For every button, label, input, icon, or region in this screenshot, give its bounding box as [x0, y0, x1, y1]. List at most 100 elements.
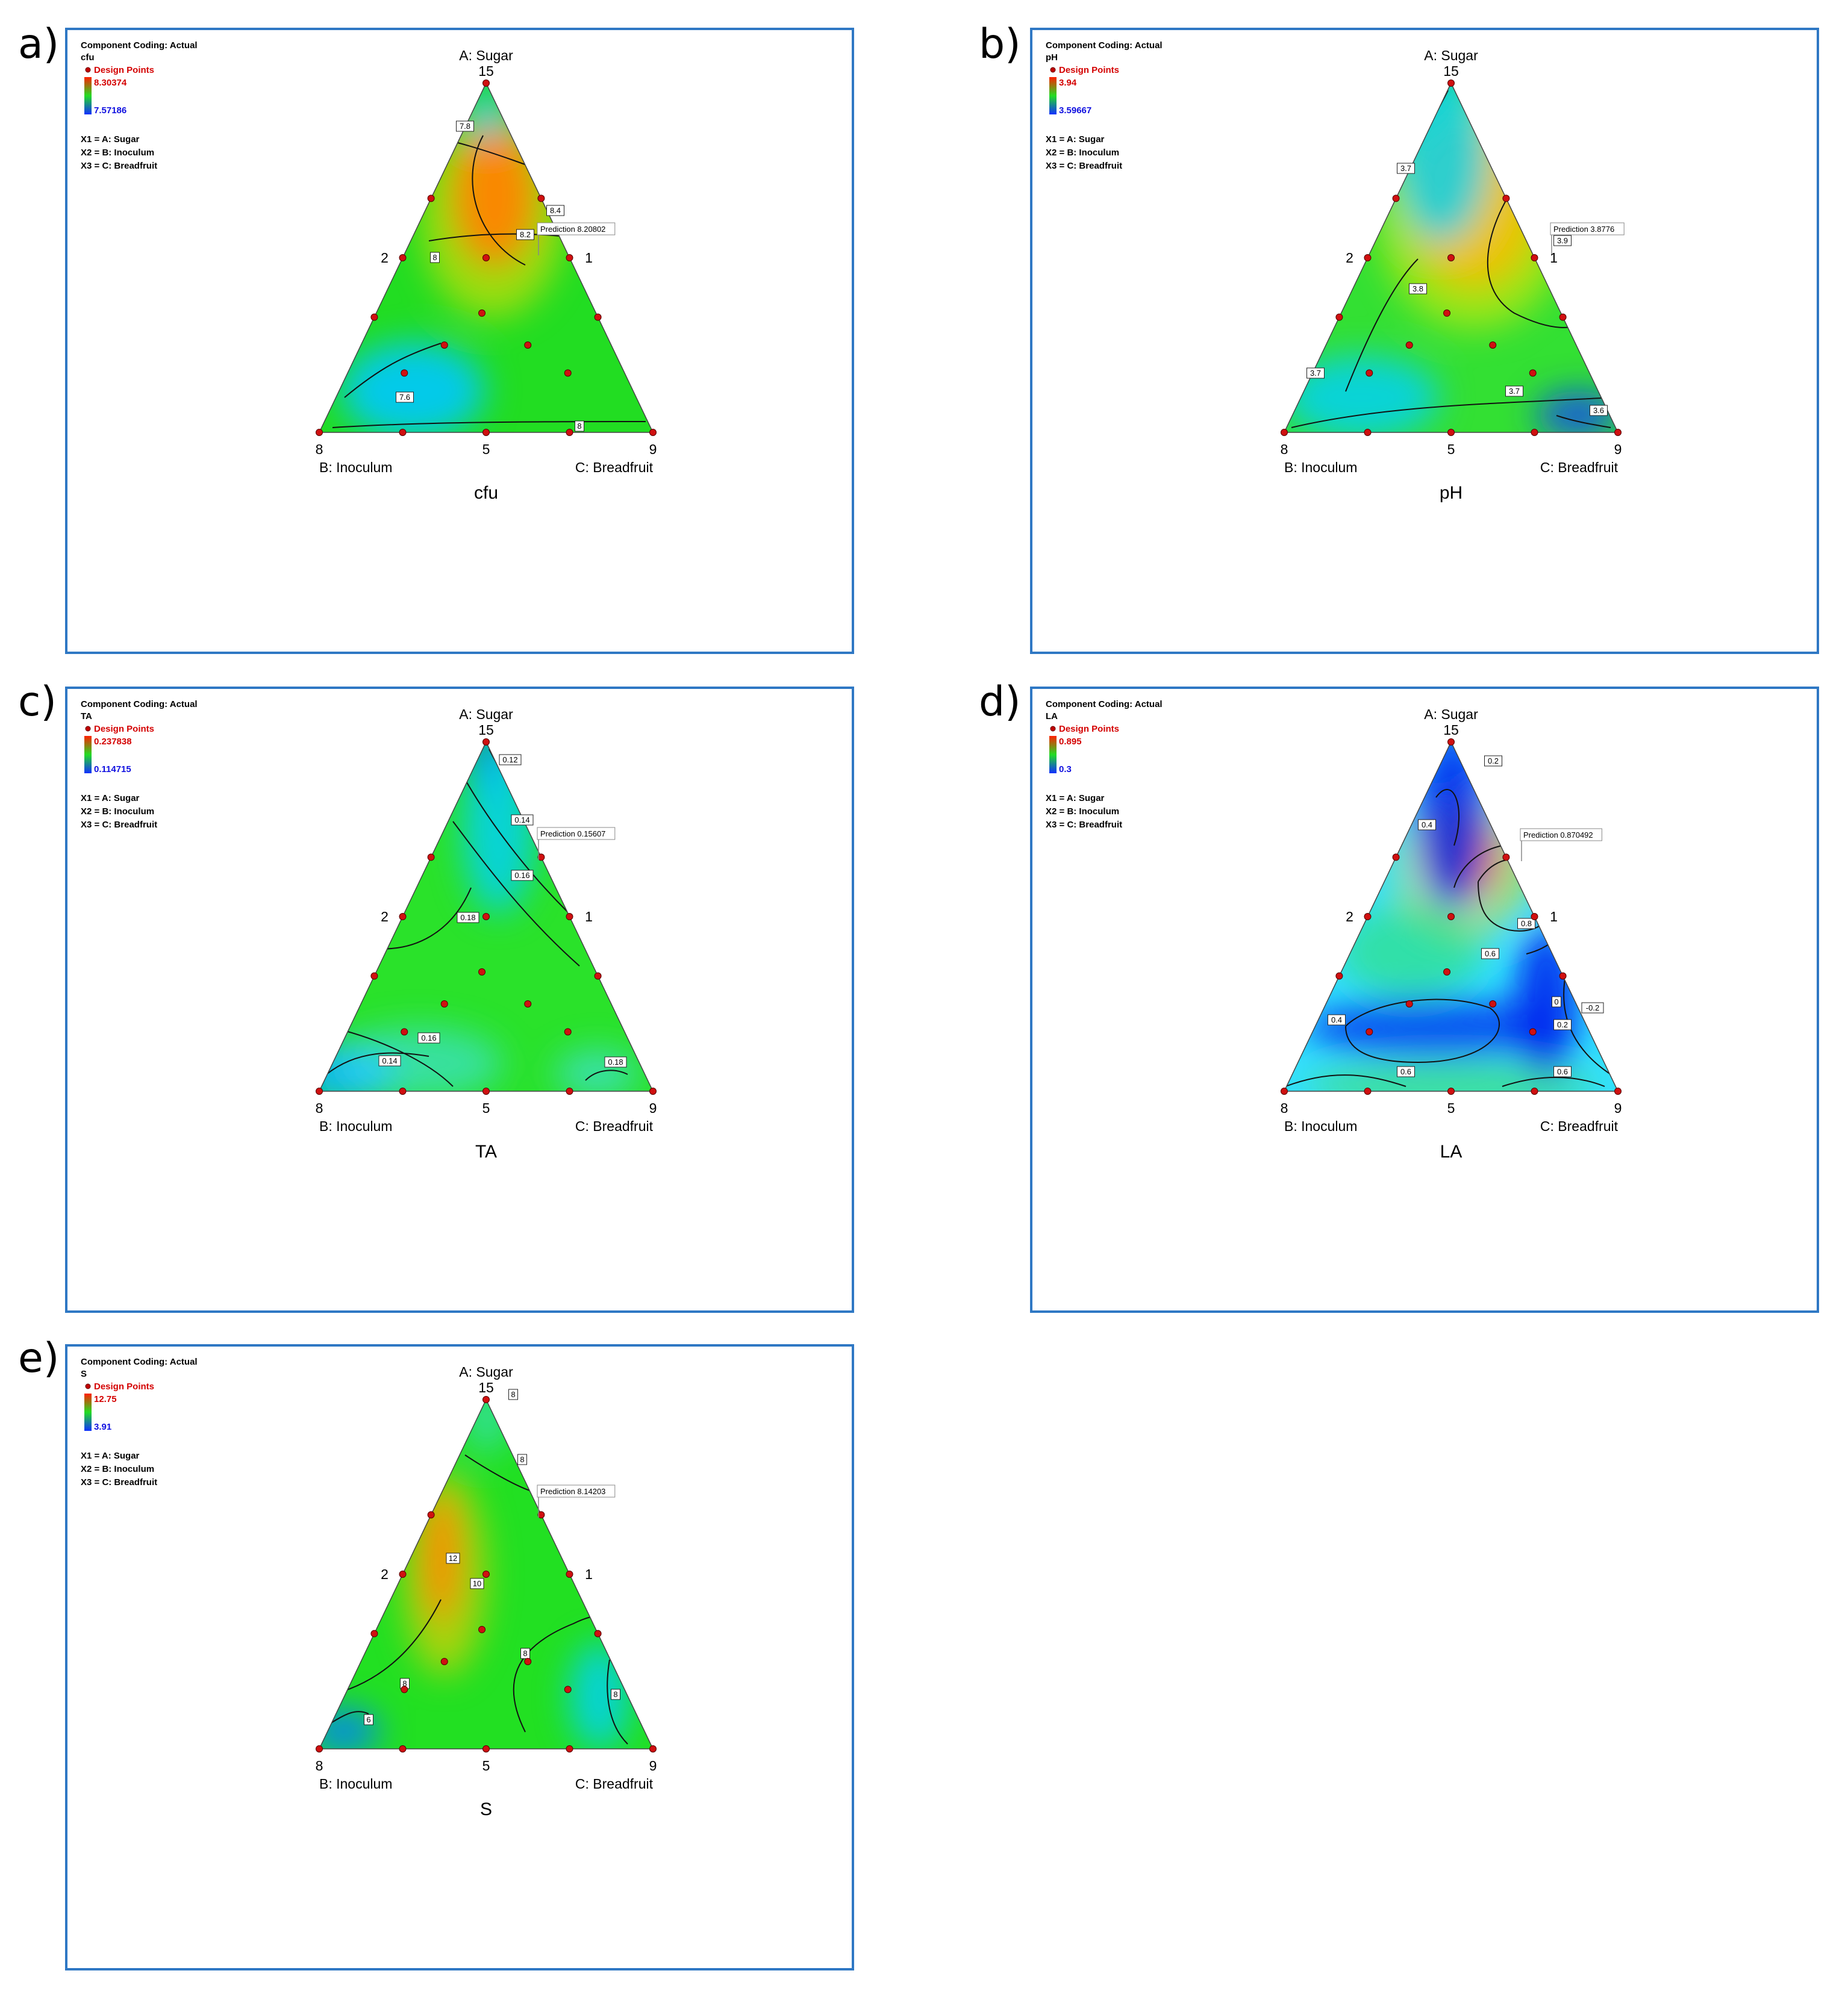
response-surface: [319, 1400, 653, 1749]
contour-label-text-3: 8: [432, 253, 437, 262]
design-point-14: [566, 1745, 573, 1752]
contour-label-text-7: -0.2: [1586, 1003, 1599, 1012]
design-point-16: [1529, 1028, 1537, 1036]
left-edge-mid-value: 2: [381, 250, 389, 266]
right-component-label: C: Breadfruit: [575, 1776, 654, 1792]
contour-label-0: 0.12: [499, 754, 522, 765]
base-mid-value: 5: [1447, 1100, 1455, 1116]
contour-label-2: 3.8: [1409, 283, 1427, 294]
right-vertex-value: 9: [1614, 1100, 1622, 1116]
design-point-9: [594, 972, 602, 980]
contour-label-text-2: 3.8: [1413, 284, 1423, 293]
response-name: S: [81, 1369, 87, 1379]
contour-label-text-6: 0.18: [608, 1058, 623, 1067]
contour-label-3: 8: [430, 252, 440, 263]
design-point-9: [594, 313, 602, 321]
prediction-flag: Prediction 8.14203: [537, 1484, 616, 1518]
prediction-flag: Prediction 3.8776: [1550, 222, 1625, 255]
component-x3-label: X3 = C: Breadfruit: [81, 820, 157, 830]
chart-panel-cfu: Component Coding: Actual cfu Design Points…: [65, 28, 854, 654]
right-edge-mid-value: 1: [585, 1566, 593, 1582]
apex-component-label: A: Sugar: [459, 706, 513, 722]
prediction-flag: Prediction 8.20802: [537, 222, 616, 255]
contour-label-4: 3.7: [1505, 385, 1523, 397]
contour-label-text-2: 0.8: [1521, 919, 1532, 928]
surface-region-2: [1393, 83, 1490, 243]
design-point-8: [370, 313, 378, 321]
panel-label-c: c): [18, 678, 57, 726]
component-coding-label: Component Coding: Actual: [81, 699, 198, 709]
design-point-7: [1502, 195, 1510, 202]
apex-component-label: A: Sugar: [459, 48, 513, 63]
surface-region-1: [462, 745, 535, 914]
design-point-16: [564, 1028, 572, 1036]
design-point-17: [401, 1686, 408, 1693]
chart-title: LA: [1440, 1142, 1462, 1162]
right-edge-mid-value: 1: [1550, 909, 1558, 924]
prediction-text: Prediction 8.14203: [540, 1487, 605, 1496]
design-point-4: [566, 913, 573, 920]
contour-label-2: 0.8: [1517, 918, 1535, 929]
contour-label-text-1: 3.9: [1557, 236, 1568, 245]
contour-line-6: [607, 1659, 628, 1745]
design-point-0: [482, 79, 490, 87]
right-vertex-value: 9: [649, 1100, 657, 1116]
contour-label-text-2: 0.16: [514, 871, 529, 880]
contour-label-1: 8.4: [546, 205, 564, 216]
component-x3-label: X3 = C: Breadfruit: [81, 1477, 157, 1487]
color-scale-high-value: 0.237838: [94, 737, 132, 747]
contour-line-2: [344, 343, 442, 398]
contour-label-text-0: 0.12: [502, 755, 517, 764]
contour-label-4: 7.6: [396, 391, 414, 403]
response-name: pH: [1046, 52, 1058, 63]
design-points-legend-label: Design Points: [94, 65, 154, 75]
apex-component-label: A: Sugar: [1424, 48, 1478, 63]
component-x1-label: X1 = A: Sugar: [1046, 134, 1105, 145]
contour-label-text-5: 3.6: [1593, 406, 1604, 415]
contour-label-2: 8.2: [516, 229, 534, 240]
design-point-10: [482, 254, 490, 261]
panel-label-a: a): [18, 20, 60, 68]
color-scale-low-value: 3.91: [94, 1422, 111, 1432]
contour-label-0: 8: [508, 1389, 518, 1400]
contour-label-4: 0.14: [378, 1055, 401, 1067]
contour-line-6: [1502, 1077, 1605, 1087]
contour-label-5: 3.6: [1590, 405, 1608, 416]
left-component-label: B: Inoculum: [1284, 459, 1357, 475]
contour-label-5: 0.16: [417, 1032, 440, 1044]
design-point-3: [399, 913, 407, 920]
color-scale-low-value: 3.59667: [1059, 105, 1091, 116]
chart-panel-ph: Component Coding: Actual pH Design Points 3…: [1030, 28, 1819, 654]
response-surface: [1284, 83, 1618, 432]
design-point-14: [566, 1088, 573, 1095]
design-point-1: [316, 429, 323, 436]
design-point-14: [1531, 429, 1538, 436]
design-point-2: [1614, 429, 1622, 436]
color-scale-bar: [84, 77, 92, 114]
component-coding-label: Component Coding: Actual: [1046, 40, 1163, 51]
component-coding-label: Component Coding: Actual: [81, 40, 198, 51]
contour-label-text-8: 0.6: [1400, 1067, 1411, 1076]
design-point-16: [1529, 369, 1537, 377]
apex-value: 15: [1443, 722, 1459, 738]
contour-label-8: 0.6: [1397, 1066, 1415, 1077]
contour-label-1: 8: [517, 1454, 527, 1465]
contour-label-6: 6: [364, 1714, 373, 1725]
left-vertex-value: 8: [316, 1758, 323, 1774]
prediction-text: Prediction 0.870492: [1523, 830, 1593, 840]
design-point-8: [370, 1630, 378, 1637]
contour-line-5: [1285, 1074, 1406, 1087]
design-point-3: [399, 254, 407, 261]
design-point-16: [564, 369, 572, 377]
surface-region-6: [1306, 1060, 1596, 1091]
contour-label-6: 0: [1552, 996, 1561, 1008]
right-edge-mid-value: 1: [585, 250, 593, 266]
base-mid-value: 5: [1447, 441, 1455, 457]
contour-label-text-2: 8.2: [520, 230, 531, 239]
contour-line-0: [464, 1454, 532, 1492]
left-vertex-value: 8: [316, 441, 323, 457]
prediction-flag: Prediction 0.15607: [537, 827, 616, 860]
base-mid-value: 5: [482, 1758, 490, 1774]
design-point-3: [1364, 913, 1372, 920]
